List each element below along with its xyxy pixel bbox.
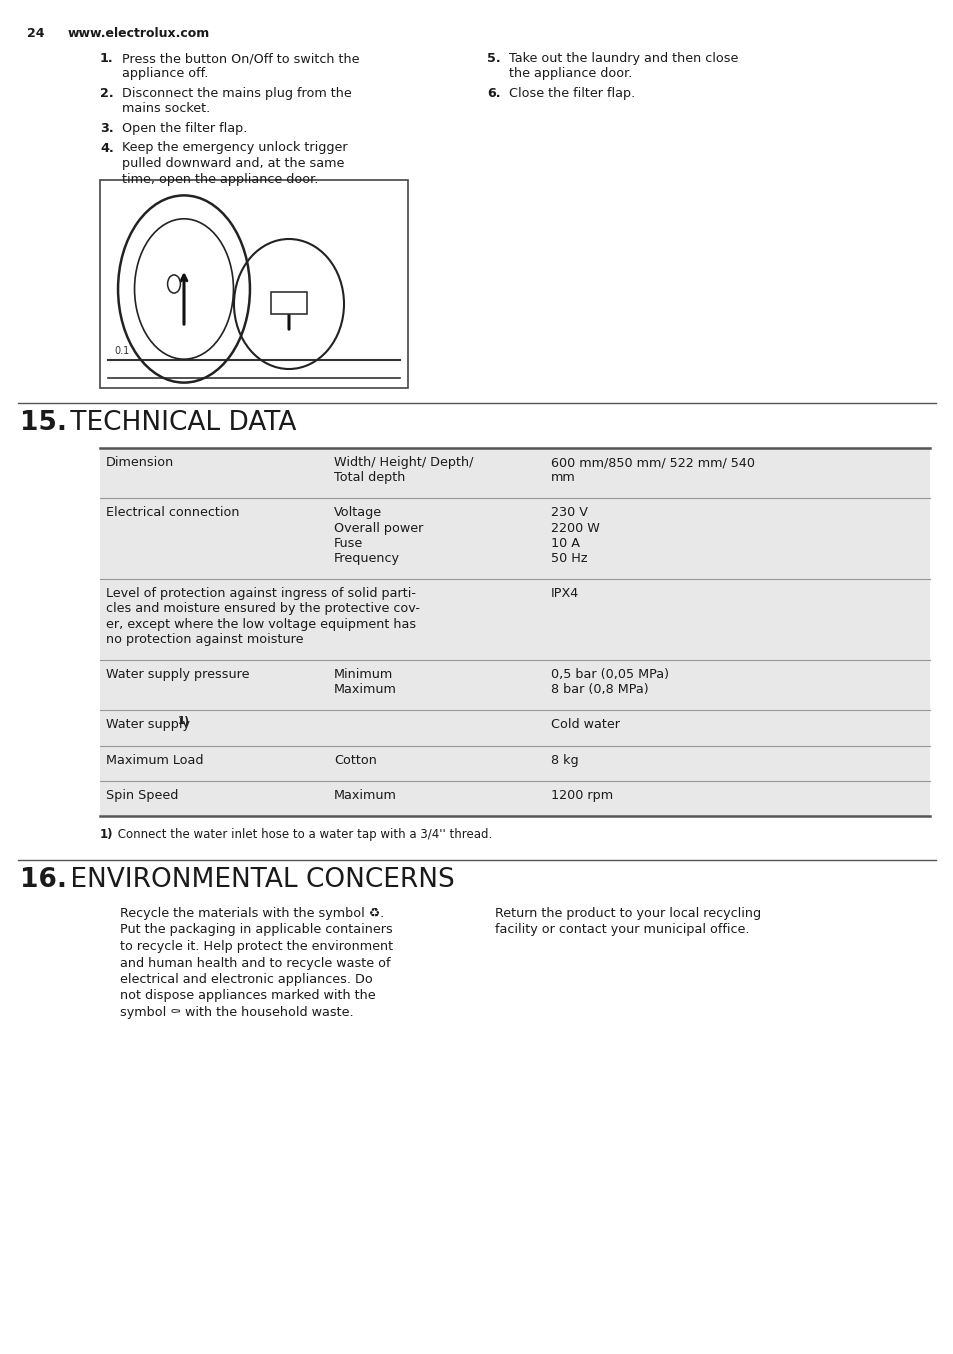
Text: to recycle it. Help protect the environment: to recycle it. Help protect the environm… (120, 940, 393, 953)
Text: Put the packaging in applicable containers: Put the packaging in applicable containe… (120, 923, 393, 937)
Bar (100, 180, 408, 389)
Text: Fuse: Fuse (334, 536, 363, 550)
Text: 8 kg: 8 kg (551, 754, 578, 766)
Text: symbol ⚰ with the household waste.: symbol ⚰ with the household waste. (120, 1006, 354, 1020)
Text: 1200 rpm: 1200 rpm (551, 789, 613, 802)
Text: Cotton: Cotton (334, 754, 376, 766)
Text: Width/ Height/ Depth/: Width/ Height/ Depth/ (334, 456, 473, 468)
Text: 15.: 15. (20, 410, 67, 436)
Text: Return the product to your local recycling: Return the product to your local recycli… (495, 907, 760, 919)
Text: 24: 24 (27, 27, 45, 41)
Text: 50 Hz: 50 Hz (551, 552, 587, 565)
Text: 1): 1) (178, 716, 190, 726)
Bar (271, 292, 307, 314)
Text: Minimum: Minimum (334, 668, 393, 681)
Text: Cold water: Cold water (551, 719, 619, 731)
Text: 0,5 bar (0,05 MPa): 0,5 bar (0,05 MPa) (551, 668, 668, 681)
Text: TECHNICAL DATA: TECHNICAL DATA (62, 410, 296, 436)
Text: not dispose appliances marked with the: not dispose appliances marked with the (120, 990, 375, 1002)
Bar (100, 659, 929, 711)
Text: electrical and electronic appliances. Do: electrical and electronic appliances. Do (120, 974, 373, 986)
Text: Spin Speed: Spin Speed (106, 789, 178, 802)
Text: Maximum: Maximum (334, 789, 396, 802)
Text: www.electrolux.com: www.electrolux.com (68, 27, 210, 41)
Text: 4.: 4. (100, 142, 113, 154)
Text: Keep the emergency unlock trigger: Keep the emergency unlock trigger (122, 142, 347, 154)
Text: mm: mm (551, 471, 576, 485)
Text: 3.: 3. (100, 122, 113, 135)
Text: Level of protection against ingress of solid parti-: Level of protection against ingress of s… (106, 588, 416, 600)
Text: pulled downward and, at the same: pulled downward and, at the same (122, 157, 344, 171)
Text: the appliance door.: the appliance door. (509, 68, 632, 80)
Bar (100, 711, 929, 746)
Text: Maximum: Maximum (334, 684, 396, 696)
Text: facility or contact your municipal office.: facility or contact your municipal offic… (495, 923, 749, 937)
Text: no protection against moisture: no protection against moisture (106, 632, 303, 646)
Text: ENVIRONMENTAL CONCERNS: ENVIRONMENTAL CONCERNS (62, 867, 455, 894)
Text: Water supply: Water supply (106, 719, 193, 731)
Text: Voltage: Voltage (334, 506, 382, 520)
Text: 10 A: 10 A (551, 536, 579, 550)
Text: Electrical connection: Electrical connection (106, 506, 239, 520)
Text: 2.: 2. (100, 87, 113, 100)
Text: 1.: 1. (100, 51, 113, 65)
Text: Connect the water inlet hose to a water tap with a 3/4'' thread.: Connect the water inlet hose to a water … (113, 829, 492, 841)
Text: 230 V: 230 V (551, 506, 587, 520)
Text: Close the filter flap.: Close the filter flap. (509, 87, 635, 100)
Bar (100, 180, 408, 389)
Text: Maximum Load: Maximum Load (106, 754, 203, 766)
Text: Frequency: Frequency (334, 552, 399, 565)
Text: Recycle the materials with the symbol ♻.: Recycle the materials with the symbol ♻. (120, 907, 384, 919)
Text: IPX4: IPX4 (551, 588, 578, 600)
Text: Overall power: Overall power (334, 521, 423, 535)
Text: and human health and to recycle waste of: and human health and to recycle waste of (120, 956, 390, 969)
Text: cles and moisture ensured by the protective cov-: cles and moisture ensured by the protect… (106, 603, 419, 616)
Text: 5.: 5. (486, 51, 500, 65)
Text: 0.1: 0.1 (113, 347, 129, 356)
Text: Water supply pressure: Water supply pressure (106, 668, 250, 681)
Bar (100, 580, 929, 659)
Text: Disconnect the mains plug from the: Disconnect the mains plug from the (122, 87, 352, 100)
Text: 8 bar (0,8 MPa): 8 bar (0,8 MPa) (551, 684, 648, 696)
Text: 16.: 16. (20, 867, 67, 894)
Text: 1): 1) (100, 829, 113, 841)
Text: Dimension: Dimension (106, 456, 174, 468)
Text: Press the button On/Off to switch the: Press the button On/Off to switch the (122, 51, 359, 65)
Text: mains socket.: mains socket. (122, 103, 210, 115)
Text: 600 mm/850 mm/ 522 mm/ 540: 600 mm/850 mm/ 522 mm/ 540 (551, 456, 754, 468)
Bar (100, 781, 929, 816)
Bar (100, 746, 929, 781)
Bar (100, 448, 929, 498)
Bar (100, 498, 929, 580)
Text: 6.: 6. (486, 87, 500, 100)
Text: appliance off.: appliance off. (122, 68, 208, 80)
Text: Total depth: Total depth (334, 471, 405, 485)
Text: er, except where the low voltage equipment has: er, except where the low voltage equipme… (106, 617, 416, 631)
Text: time, open the appliance door.: time, open the appliance door. (122, 172, 318, 185)
Text: Open the filter flap.: Open the filter flap. (122, 122, 247, 135)
Text: Take out the laundry and then close: Take out the laundry and then close (509, 51, 738, 65)
Text: 2200 W: 2200 W (551, 521, 599, 535)
